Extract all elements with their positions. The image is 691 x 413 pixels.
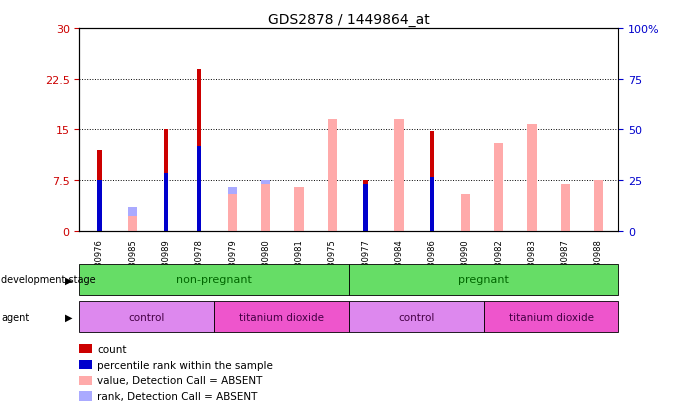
Bar [197, 147, 201, 231]
Bar [363, 184, 368, 231]
Bar [128, 208, 138, 231]
Text: control: control [398, 312, 435, 322]
Text: percentile rank within the sample: percentile rank within the sample [97, 360, 274, 370]
Bar [261, 180, 270, 231]
Bar [97, 180, 102, 231]
Text: titanium dioxide: titanium dioxide [239, 312, 324, 322]
Text: development stage: development stage [1, 275, 96, 285]
Bar [328, 120, 337, 231]
Bar [294, 188, 304, 231]
Text: ▶: ▶ [65, 275, 73, 285]
Bar [494, 144, 503, 231]
Bar [594, 180, 603, 231]
Bar [164, 174, 168, 231]
Bar [97, 150, 102, 231]
Text: agent: agent [1, 312, 30, 322]
Bar [394, 120, 404, 231]
Text: value, Detection Call = ABSENT: value, Detection Call = ABSENT [97, 375, 263, 385]
Bar [261, 184, 270, 231]
Bar [527, 125, 537, 231]
Text: pregnant: pregnant [458, 275, 509, 285]
Bar [461, 194, 470, 231]
Text: non-pregnant: non-pregnant [176, 275, 252, 285]
Bar [594, 180, 603, 231]
Text: count: count [97, 344, 127, 354]
Text: rank, Detection Call = ABSENT: rank, Detection Call = ABSENT [97, 391, 258, 401]
Bar [197, 69, 201, 231]
Bar [128, 216, 138, 231]
Bar [494, 180, 503, 231]
Bar [363, 180, 368, 231]
Bar [560, 184, 570, 231]
Bar [560, 184, 570, 231]
Bar [461, 194, 470, 231]
Title: GDS2878 / 1449864_at: GDS2878 / 1449864_at [268, 12, 430, 26]
Bar [527, 174, 537, 231]
Text: control: control [129, 312, 165, 322]
Bar [430, 131, 434, 231]
Bar [228, 194, 237, 231]
Bar [294, 188, 304, 231]
Bar [430, 177, 434, 231]
Text: titanium dioxide: titanium dioxide [509, 312, 594, 322]
Bar [394, 174, 404, 231]
Text: ▶: ▶ [65, 312, 73, 322]
Bar [164, 130, 168, 231]
Bar [228, 188, 237, 231]
Bar [328, 160, 337, 231]
